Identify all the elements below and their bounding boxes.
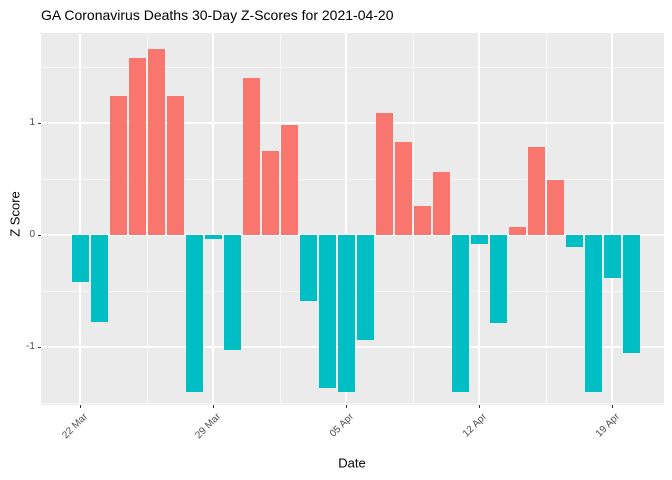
bar-2021-04-05 (337, 235, 355, 392)
y-tick-mark (38, 235, 41, 236)
bar-2021-03-24 (109, 96, 127, 235)
bar-2021-04-19 (603, 235, 621, 278)
bar-2021-03-25 (128, 58, 146, 235)
bar-2021-03-31 (242, 78, 260, 235)
x-major-gridline (345, 33, 347, 405)
x-minor-gridline (146, 33, 148, 405)
x-tick-label: 05 Apr (327, 411, 357, 440)
x-minor-gridline (412, 33, 414, 405)
bar-2021-03-28 (185, 235, 203, 392)
bar-2021-04-07 (375, 112, 393, 235)
bar-2021-04-16 (546, 180, 564, 235)
bar-2021-04-14 (508, 227, 526, 235)
y-tick-label: 0 (29, 229, 35, 240)
bar-2021-04-10 (432, 172, 450, 235)
x-tick-label: 29 Mar (193, 411, 224, 442)
bar-2021-04-03 (299, 235, 317, 302)
chart-title: GA Coronavirus Deaths 30-Day Z-Scores fo… (41, 7, 394, 23)
x-tick-label: 19 Apr (593, 411, 623, 440)
y-minor-gridline (41, 179, 664, 180)
x-minor-gridline (545, 33, 547, 405)
y-axis-title: Z Score (7, 191, 23, 237)
x-major-gridline (611, 33, 613, 405)
x-tick-mark (479, 405, 480, 408)
bar-2021-03-23 (90, 235, 108, 323)
bar-2021-03-29 (204, 235, 222, 240)
x-major-gridline (478, 33, 480, 405)
x-tick-mark (213, 405, 214, 408)
bar-2021-04-06 (356, 235, 374, 341)
bar-2021-04-08 (394, 142, 412, 235)
bar-2021-04-20 (622, 235, 640, 353)
x-tick-mark (80, 405, 81, 408)
plot-panel (41, 33, 664, 405)
y-tick-mark (38, 123, 41, 124)
bar-2021-04-17 (565, 235, 583, 248)
bar-2021-03-30 (223, 235, 241, 351)
bar-2021-04-09 (413, 205, 431, 235)
x-major-gridline (212, 33, 214, 405)
bar-2021-03-26 (147, 49, 165, 235)
bar-2021-03-27 (166, 96, 184, 235)
y-tick-label: 1 (29, 117, 35, 128)
bar-2021-04-04 (318, 235, 336, 389)
y-minor-gridline (41, 67, 664, 68)
bar-2021-04-12 (470, 235, 488, 244)
y-tick-mark (38, 347, 41, 348)
x-tick-label: 12 Apr (460, 411, 490, 440)
bar-2021-04-11 (451, 235, 469, 392)
bar-2021-04-02 (280, 125, 298, 235)
x-tick-mark (346, 405, 347, 408)
x-minor-gridline (279, 33, 281, 405)
x-axis-title: Date (338, 455, 366, 471)
x-tick-mark (612, 405, 613, 408)
x-major-gridline (79, 33, 81, 405)
y-tick-label: -1 (26, 341, 35, 352)
bar-2021-04-15 (527, 146, 545, 235)
bar-2021-04-01 (261, 151, 279, 235)
y-minor-gridline (41, 403, 664, 404)
bar-2021-03-22 (71, 235, 89, 283)
x-tick-label: 22 Mar (60, 411, 91, 442)
bar-2021-04-18 (584, 235, 602, 392)
y-major-gridline (41, 122, 664, 124)
bar-2021-04-13 (489, 235, 507, 324)
